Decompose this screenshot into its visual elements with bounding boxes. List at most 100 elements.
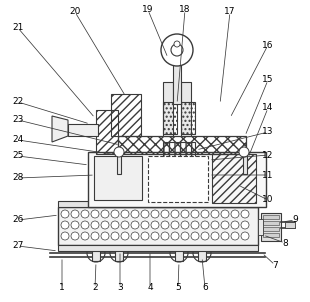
Circle shape [239,147,249,157]
Circle shape [201,210,209,218]
Circle shape [211,210,219,218]
Bar [118,136,246,154]
Circle shape [211,232,219,240]
Text: 12: 12 [262,150,274,159]
Circle shape [121,232,129,240]
Circle shape [171,210,179,218]
Bar [111,94,141,136]
Text: 15: 15 [262,76,274,85]
Circle shape [231,232,239,240]
Text: 3: 3 [117,284,123,293]
Bar [198,243,206,261]
Bar [263,233,279,237]
Circle shape [151,210,159,218]
Bar [261,213,281,241]
Circle shape [121,221,129,229]
Text: 1: 1 [59,284,65,293]
Text: 6: 6 [202,284,208,293]
Text: 20: 20 [69,8,81,17]
Bar [115,243,123,261]
Circle shape [141,232,149,240]
Circle shape [231,221,239,229]
Text: 21: 21 [12,24,24,33]
Text: 2: 2 [92,284,98,293]
Text: 14: 14 [262,104,274,113]
Bar [263,227,279,231]
Bar [181,102,195,134]
Circle shape [61,210,69,218]
Text: 16: 16 [262,40,274,50]
Circle shape [111,232,119,240]
Circle shape [241,232,249,240]
Circle shape [161,210,169,218]
Circle shape [101,221,109,229]
Bar [154,162,202,196]
Circle shape [91,210,99,218]
Text: 19: 19 [142,5,154,14]
Bar [285,222,295,228]
Bar [173,58,181,104]
Circle shape [151,232,159,240]
Text: 22: 22 [12,98,24,107]
Circle shape [114,147,124,157]
Circle shape [191,232,199,240]
Circle shape [121,210,129,218]
Circle shape [131,232,139,240]
Bar [163,142,195,158]
Bar [58,245,258,251]
Text: 9: 9 [292,216,298,224]
Circle shape [181,232,189,240]
Bar [68,124,98,136]
Circle shape [241,221,249,229]
Bar [243,154,247,174]
Circle shape [151,221,159,229]
Circle shape [71,210,79,218]
Bar [181,82,191,136]
Text: 5: 5 [175,284,181,293]
Circle shape [181,221,189,229]
Text: 7: 7 [272,261,278,269]
Text: 13: 13 [262,127,274,137]
Bar [212,154,256,203]
Text: 28: 28 [12,174,24,182]
Circle shape [161,221,169,229]
Text: 17: 17 [224,8,236,17]
Circle shape [181,210,189,218]
Circle shape [221,210,229,218]
Polygon shape [52,116,68,142]
Circle shape [171,232,179,240]
Circle shape [81,221,89,229]
Circle shape [171,44,183,56]
Bar [96,110,118,154]
Circle shape [131,210,139,218]
Bar [163,82,173,136]
Text: 24: 24 [12,136,24,144]
Circle shape [221,232,229,240]
Circle shape [211,221,219,229]
Bar [263,221,279,225]
Circle shape [111,221,119,229]
Bar [263,215,279,219]
Circle shape [141,221,149,229]
Text: 10: 10 [262,195,274,204]
Circle shape [81,232,89,240]
Text: 26: 26 [12,216,24,224]
Circle shape [201,221,209,229]
Circle shape [71,221,79,229]
Bar [148,156,208,202]
Circle shape [101,210,109,218]
Text: 27: 27 [12,242,24,250]
Circle shape [91,232,99,240]
Bar [88,152,266,207]
Circle shape [131,221,139,229]
Circle shape [201,232,209,240]
Circle shape [71,232,79,240]
Bar [58,207,258,245]
Bar [92,243,100,261]
Text: 8: 8 [282,239,288,248]
Text: 4: 4 [147,284,153,293]
Circle shape [161,34,193,66]
Text: 23: 23 [12,115,24,124]
Circle shape [171,221,179,229]
Circle shape [191,221,199,229]
